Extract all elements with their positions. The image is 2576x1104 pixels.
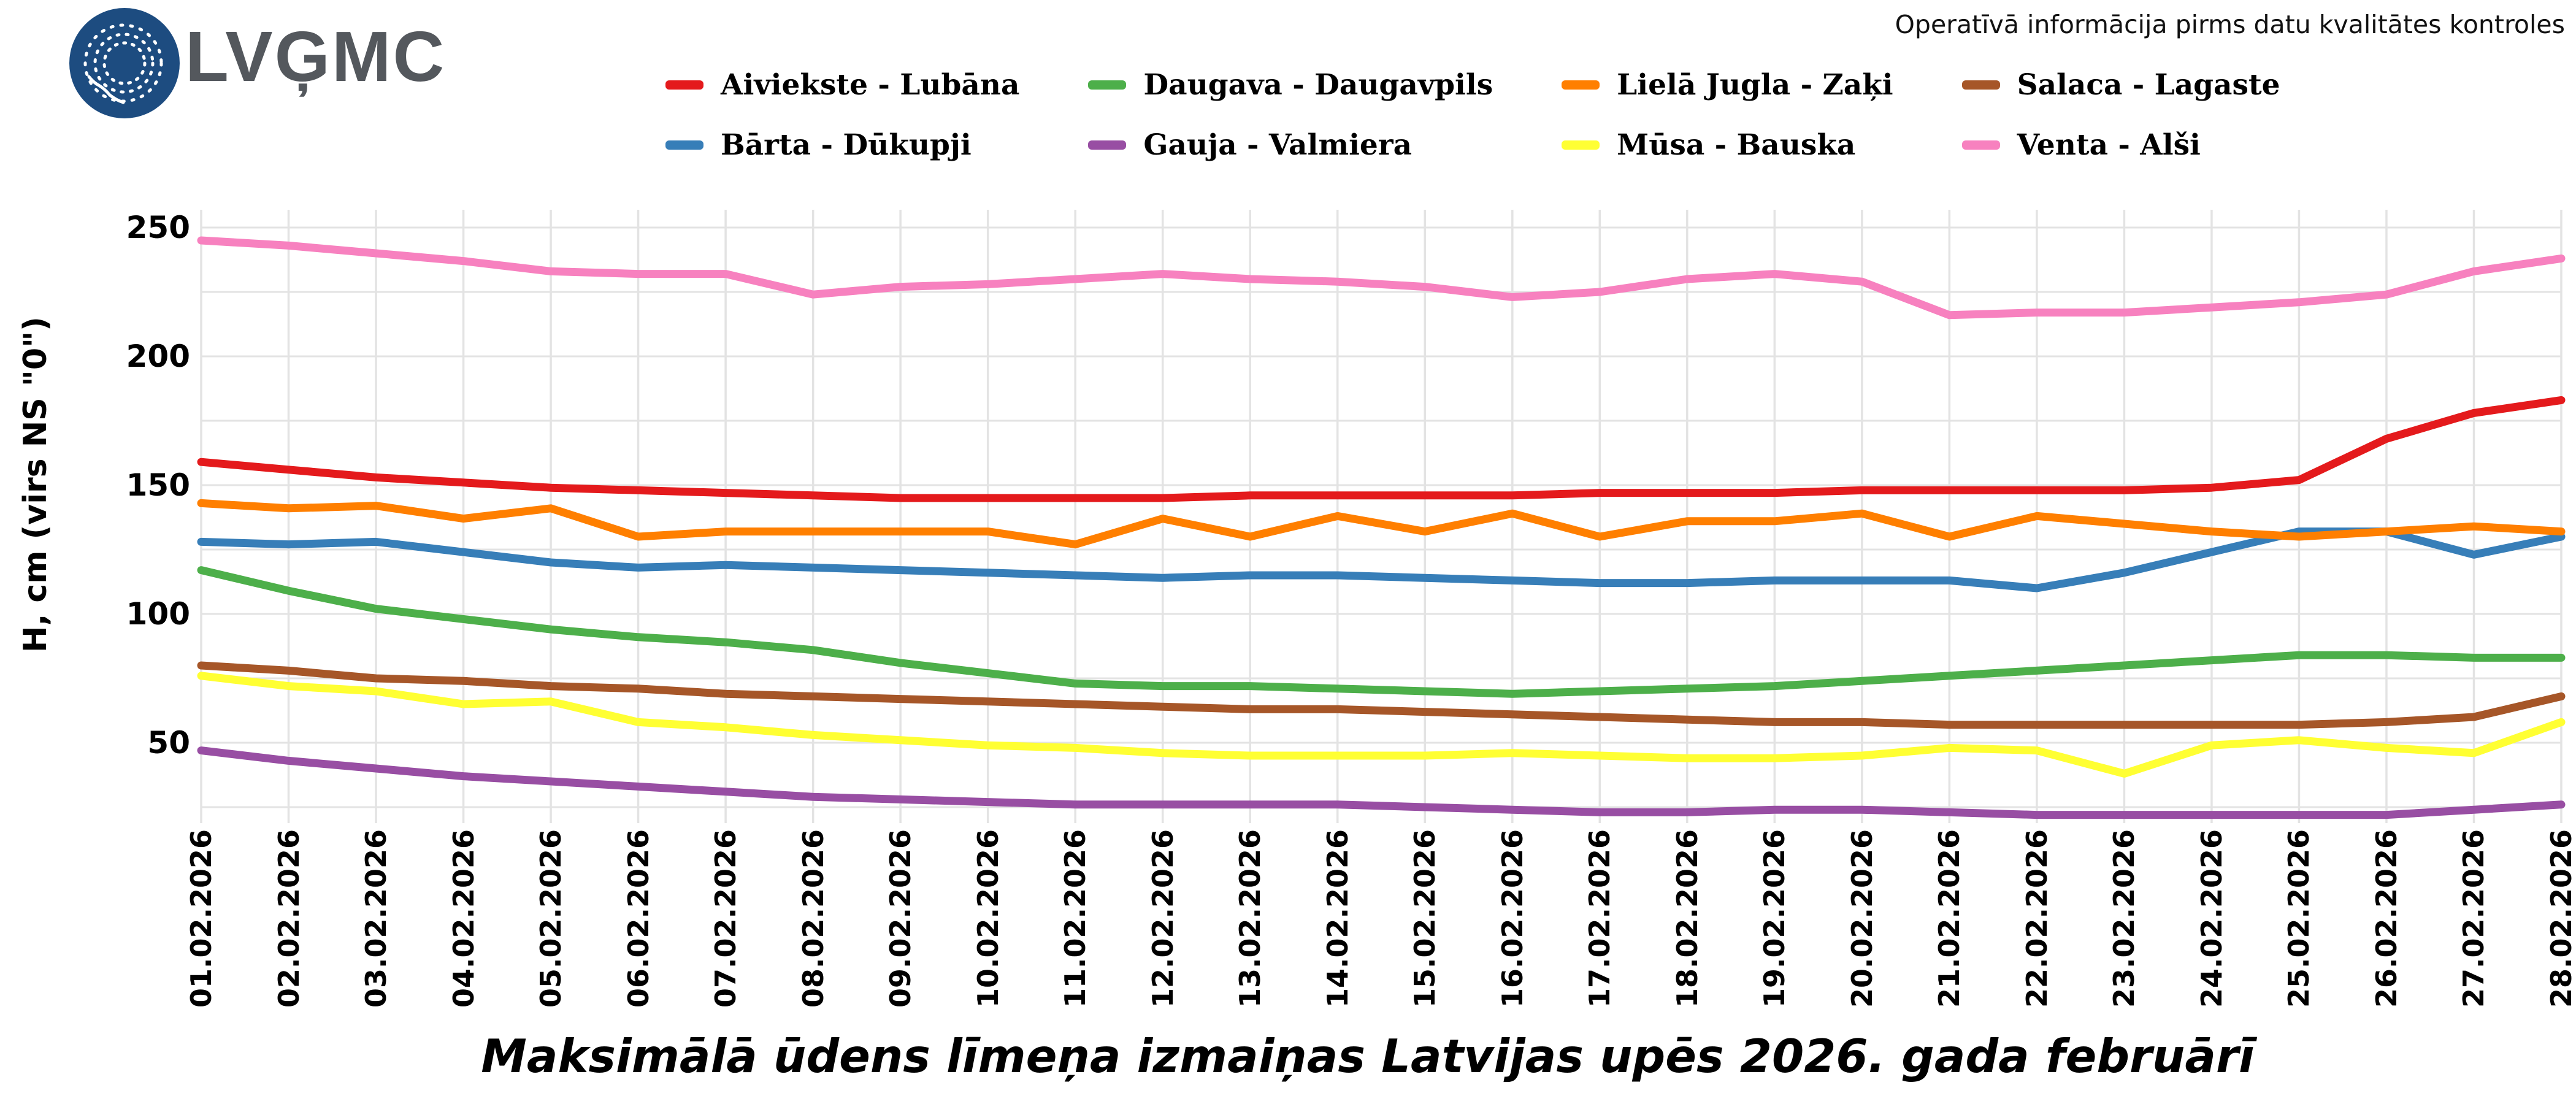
x-tick-label: 13.02.2026: [1233, 829, 1267, 1008]
x-tick-label: 28.02.2026: [2545, 829, 2576, 1008]
y-tick-label: 50: [147, 725, 190, 761]
y-tick-label: 250: [126, 210, 190, 245]
x-tick-label: 08.02.2026: [796, 829, 830, 1008]
x-tick-label: 26.02.2026: [2369, 829, 2403, 1008]
x-tick-label: 05.02.2026: [534, 829, 568, 1008]
x-tick-label: 09.02.2026: [884, 829, 918, 1008]
legend-label: Mūsa - Bauska: [1617, 128, 1856, 162]
legend-swatch-icon: [1088, 140, 1127, 150]
legend-item: Lielā Jugla - Zaķi: [1562, 67, 1893, 102]
logo-waves-icon: [69, 8, 180, 118]
series-line: [197, 672, 2566, 778]
x-tick-label: 23.02.2026: [2107, 829, 2141, 1008]
legend-item: Salaca - Lagaste: [1961, 67, 2280, 102]
legend-column: Lielā Jugla - Zaķi Mūsa - Bauska: [1562, 67, 1893, 162]
x-tick-label: 22.02.2026: [2020, 829, 2053, 1008]
legend-column: Daugava - Daugavpils Gauja - Valmiera: [1088, 67, 1493, 162]
legend-swatch-icon: [1961, 140, 2000, 150]
legend-swatch-icon: [1088, 80, 1127, 90]
y-tick-label: 100: [126, 596, 190, 632]
series-line: [197, 527, 2566, 592]
y-tick-label: 150: [126, 467, 190, 503]
legend-item: Venta - Alši: [1961, 128, 2280, 162]
legend-swatch-icon: [1562, 140, 1600, 150]
legend: Aiviekste - Lubāna Bārta - Dūkupji Daugava…: [665, 67, 2280, 162]
lvgmc-logo: [69, 8, 180, 118]
series-line: [197, 566, 2566, 698]
x-tick-label: 19.02.2026: [1758, 829, 1792, 1008]
x-tick-label: 10.02.2026: [971, 829, 1005, 1008]
x-tick-label: 21.02.2026: [1933, 829, 1966, 1008]
legend-item: Gauja - Valmiera: [1088, 128, 1493, 162]
legend-item: Bārta - Dūkupji: [665, 128, 1019, 162]
legend-label: Gauja - Valmiera: [1143, 128, 1413, 162]
x-tick-label: 25.02.2026: [2282, 829, 2316, 1008]
logo-text: LVĢMC: [185, 17, 447, 96]
x-tick-label: 04.02.2026: [447, 829, 480, 1008]
operational-notice: Operatīvā informācija pirms datu kvalitā…: [1895, 10, 2565, 39]
series-line: [197, 661, 2566, 729]
legend-label: Daugava - Daugavpils: [1143, 67, 1493, 102]
legend-label: Bārta - Dūkupji: [721, 128, 972, 162]
series-line: [197, 396, 2566, 502]
x-tick-label: 27.02.2026: [2457, 829, 2491, 1008]
x-tick-label: 16.02.2026: [1495, 829, 1529, 1008]
legend-item: Mūsa - Bauska: [1562, 128, 1893, 162]
legend-column: Aiviekste - Lubāna Bārta - Dūkupji: [665, 67, 1019, 162]
legend-column: Salaca - Lagaste Venta - Alši: [1961, 67, 2280, 162]
legend-label: Aiviekste - Lubāna: [721, 67, 1020, 102]
x-tick-label: 11.02.2026: [1059, 829, 1092, 1008]
x-tick-label: 01.02.2026: [185, 829, 218, 1008]
x-tick-label: 20.02.2026: [1845, 829, 1879, 1008]
legend-swatch-icon: [665, 80, 703, 90]
x-tick-label: 02.02.2026: [272, 829, 305, 1008]
x-tick-label: 14.02.2026: [1321, 829, 1354, 1008]
y-tick-label: 200: [126, 339, 190, 374]
x-tick-label: 18.02.2026: [1670, 829, 1704, 1008]
legend-swatch-icon: [1961, 80, 2000, 90]
legend-swatch-icon: [665, 140, 703, 150]
series-line: [197, 746, 2566, 819]
x-tick-label: 24.02.2026: [2195, 829, 2228, 1008]
series-line: [197, 499, 2566, 549]
x-tick-label: 06.02.2026: [621, 829, 655, 1008]
x-tick-label: 12.02.2026: [1146, 829, 1179, 1008]
legend-label: Lielā Jugla - Zaķi: [1617, 67, 1893, 102]
legend-item: Aiviekste - Lubāna: [665, 67, 1019, 102]
x-tick-label: 15.02.2026: [1408, 829, 1442, 1008]
x-tick-label: 07.02.2026: [709, 829, 743, 1008]
legend-swatch-icon: [1562, 80, 1600, 90]
legend-label: Salaca - Lagaste: [2017, 67, 2280, 102]
chart-title: Maksimālā ūdens līmeņa izmaiņas Latvijas…: [481, 1029, 2255, 1083]
x-tick-label: 03.02.2026: [359, 829, 393, 1008]
x-tick-label: 17.02.2026: [1583, 829, 1617, 1008]
series-line: [197, 236, 2566, 320]
legend-item: Daugava - Daugavpils: [1088, 67, 1493, 102]
legend-label: Venta - Alši: [2017, 128, 2201, 162]
